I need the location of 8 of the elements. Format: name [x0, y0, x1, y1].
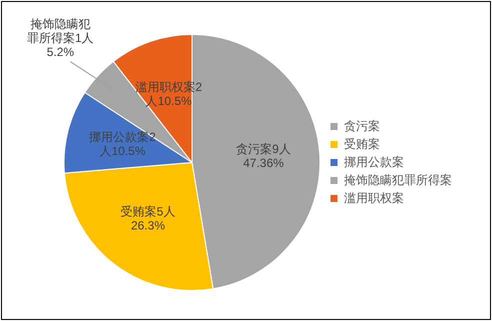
legend-label: 受贿案 [344, 136, 380, 151]
legend-label: 掩饰隐瞒犯罪所得案 [344, 172, 452, 187]
data-label: 受贿案5人26.3% [120, 204, 176, 232]
data-label: 贪污案9人47.36% [236, 142, 291, 170]
data-label: 掩饰隐瞒犯罪所得案1人5.2% [27, 17, 94, 60]
legend-label: 贪污案 [344, 118, 380, 133]
legend-label: 挪用公款案 [344, 154, 404, 169]
legend-label: 滥用职权案 [344, 190, 404, 205]
